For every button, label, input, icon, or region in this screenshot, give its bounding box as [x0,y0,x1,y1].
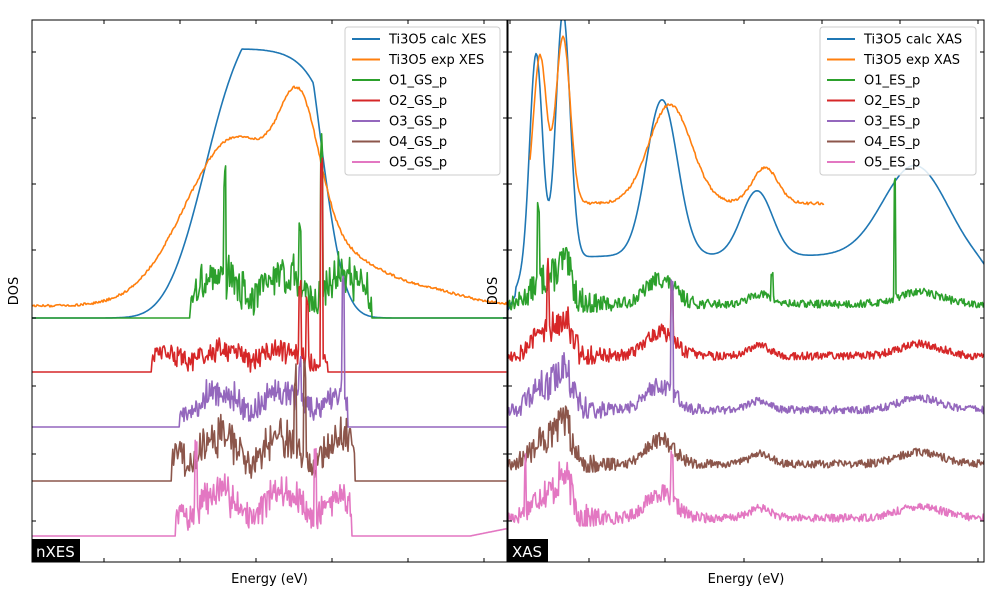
legend-entry: O2_GS_p [389,94,447,109]
plot-frame [507,19,985,563]
legend-entry: O5_ES_p [864,156,920,171]
series-line-o1-es-p [508,177,984,313]
series-lines [32,48,507,537]
legend-entry: Ti3O5 calc XAS [863,33,962,48]
series-line-o5-gs-p [32,439,507,537]
x-axis-label: Energy (eV) [708,572,785,587]
panel-right-xas: Energy (eV) DOS XAS Ti3O5 calc XAS Ti3O5 exp… [486,19,985,587]
legend-entry: O1_GS_p [389,74,447,89]
legend-entry: O4_GS_p [389,135,447,150]
legend-entry: O4_ES_p [864,135,920,150]
panel-badge-label: nXES [36,543,75,561]
legend-entry: O3_ES_p [864,115,920,130]
panel-badge-label: XAS [512,543,542,561]
series-line-o5-es-p [508,450,984,527]
series-line-o1-gs-p [32,133,507,319]
x-axis-label: Energy (eV) [231,572,308,587]
plot-frame [31,19,508,563]
legend: Ti3O5 calc XAS Ti3O5 exp XAS O1_ES_p O2_ES_… [819,26,977,176]
legend-entry: O2_ES_p [864,94,920,109]
series-line-o3-es-p [508,279,984,419]
legend-entry: O5_GS_p [389,156,447,171]
y-axis-label: DOS [7,277,22,306]
series-line-ti3o5-exp-xes [32,85,507,308]
panel-left-nxes: Energy (eV) DOS nXES Ti3O5 calc XES Ti3O5 ex… [7,19,508,587]
plot-area [32,48,507,537]
series-lines [508,20,984,527]
y-axis-label: DOS [486,277,501,306]
panel-badge [32,539,80,562]
series-line-o3-gs-p [32,275,507,428]
plot-area [508,20,984,527]
legend-entry: O3_GS_p [389,115,447,130]
legend-box [344,26,501,176]
series-line-o2-es-p [508,257,984,365]
legend-entry: Ti3O5 calc XES [388,33,486,48]
legend-entry: Ti3O5 exp XAS [863,53,960,68]
legend-entry: O1_ES_p [864,74,920,89]
series-line-ti3o5-exp-xas [529,35,825,206]
legend-entry: Ti3O5 exp XES [388,53,484,68]
panel-badge [508,539,548,562]
legend: Ti3O5 calc XES Ti3O5 exp XES O1_GS_p O2_GS_… [344,26,501,176]
legend-box [819,26,977,176]
series-line-o4-es-p [508,405,984,473]
series-line-o2-gs-p [32,157,507,373]
series-line-o4-gs-p [32,359,507,482]
